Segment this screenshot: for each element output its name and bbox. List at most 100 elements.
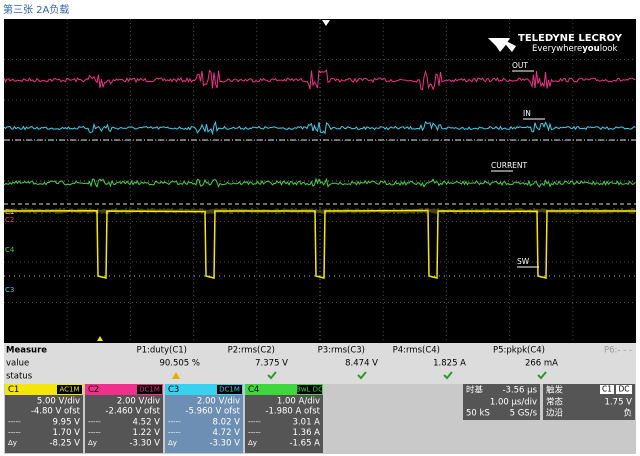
trace-sw: [3, 209, 636, 279]
cursor-label: -----: [168, 418, 181, 426]
channel-scale: 2.00 V/div: [117, 397, 160, 407]
timebase-scale: 1.00 µs/div: [490, 398, 537, 408]
channel-tab: [245, 384, 323, 395]
measure-header: P6:- - -: [604, 346, 632, 356]
channel-coupling: AC1M: [59, 386, 79, 394]
cursor-value: 4.52 V: [133, 418, 161, 428]
channel-scale: 2.00 V/div: [197, 397, 240, 407]
measure-value: value: [6, 359, 29, 369]
channel-name: C2: [88, 385, 99, 395]
channel-tab: [165, 384, 243, 395]
status-ok: [537, 371, 547, 380]
trigger-mode: 常态: [546, 397, 564, 408]
caption: 第三张 2A负载: [3, 3, 69, 16]
measure-header: P3:rms(C3): [318, 346, 365, 356]
measure-value: 266 mA: [525, 359, 558, 369]
cursor-label: Δy: [8, 439, 17, 447]
channel-body: [85, 384, 163, 453]
cursor-value: 1.70 V: [53, 428, 81, 438]
logo-brand: TELEDYNE LECROY: [518, 33, 623, 44]
measure-value: 8.474 V: [345, 359, 378, 369]
coupling-box: [217, 385, 242, 394]
channel-tab: [5, 384, 83, 395]
timebase-delay: -3.56 µs: [502, 386, 537, 396]
cursor-value: 1.22 V: [133, 428, 161, 438]
logo-tagline-part: you: [582, 44, 599, 54]
trigger-source: C1: [602, 385, 612, 394]
cursor-label: Δy: [88, 439, 97, 447]
trigger-title: 触发: [546, 385, 564, 396]
trigger-slope: 负: [623, 408, 632, 419]
trigger-coupling: DC: [618, 385, 629, 394]
cursor-label: Δy: [168, 439, 177, 447]
timebase-box: [463, 384, 540, 420]
trigger-slope-label: 边沿: [546, 408, 564, 419]
timebase-rate: 5 GS/s: [510, 409, 538, 419]
timebase-samples: 50 kS: [466, 409, 490, 419]
coupling-box: [57, 385, 82, 394]
channel-name: C3: [168, 385, 179, 395]
measure-header: P5:pkpk(C4): [493, 346, 545, 356]
measure-status: status: [6, 372, 33, 382]
trigger-level-marker: [97, 336, 103, 341]
measure-header: P2:rms(C2): [228, 346, 275, 356]
measure-header: P1:duty(C1): [136, 346, 187, 356]
cursor-label: -----: [248, 418, 261, 426]
cursor-value: 9.95 V: [53, 418, 81, 428]
cursor-label: -----: [88, 418, 101, 426]
cursor-label: -----: [168, 429, 181, 437]
cursor-value: 8.02 V: [213, 418, 241, 428]
channel-offset: -4.80 V ofst: [31, 407, 81, 417]
cursor-label: Δy: [248, 439, 257, 447]
trace-label: CURRENT: [491, 161, 527, 170]
cursor-label: -----: [8, 429, 21, 437]
cursor-value: -1.65 A: [289, 439, 320, 449]
measure-panel: [4, 343, 636, 384]
status-ok: [443, 371, 453, 380]
measure-header: P4:rms(C4): [393, 346, 440, 356]
logo-tagline: Everywhereyoulook: [532, 44, 617, 54]
cursor-value: -3.30 V: [209, 439, 240, 449]
cursor-label: -----: [88, 429, 101, 437]
channel-marker: C1: [5, 208, 14, 216]
channel-scale: 1.00 A/div: [277, 397, 320, 407]
channel-body: [165, 384, 243, 453]
channel-marker: C3: [5, 286, 14, 294]
cursor-value: 4.72 V: [213, 428, 241, 438]
cursor-value: 3.01 A: [293, 418, 321, 428]
logo-icon: [488, 38, 516, 52]
channel-body: [5, 384, 83, 453]
trigger-src-box: [600, 385, 614, 394]
timebase-title: 时基: [466, 385, 484, 396]
channel-name: C1: [8, 385, 19, 395]
cursor-value: -3.30 V: [129, 439, 160, 449]
logo-tagline-part: look: [600, 44, 618, 54]
trigger-coup-box: [616, 385, 632, 394]
status-ok: [267, 371, 277, 380]
status-ok: [357, 371, 367, 380]
coupling-box: [137, 385, 162, 394]
channel-name: C4: [248, 385, 259, 395]
measure-value: 90.505 %: [159, 359, 200, 369]
trace-current: [3, 177, 636, 189]
cursor-label: -----: [248, 429, 261, 437]
channel-coupling: DC1M: [219, 386, 240, 394]
trace-out: [3, 69, 636, 91]
channel-coupling: BwL DC: [296, 386, 323, 394]
channel-marker: C2: [5, 216, 14, 224]
channel-body: [245, 384, 323, 453]
cursor-label: -----: [8, 418, 21, 426]
channel-marker: C4: [5, 246, 15, 254]
trace-in: [3, 120, 636, 136]
trace-label: OUT: [512, 61, 528, 70]
measure-header: Measure: [6, 346, 47, 356]
channel-coupling: DC1M: [139, 386, 160, 394]
cursor-value: 1.36 A: [293, 428, 321, 438]
coupling-box: [297, 385, 322, 394]
trace-label: SW: [517, 257, 530, 266]
channel-scale: 5.00 V/div: [37, 397, 80, 407]
measure-value: 7.375 V: [255, 359, 288, 369]
channel-offset: -2.460 V ofst: [105, 407, 160, 417]
trace-label: IN: [523, 109, 531, 118]
